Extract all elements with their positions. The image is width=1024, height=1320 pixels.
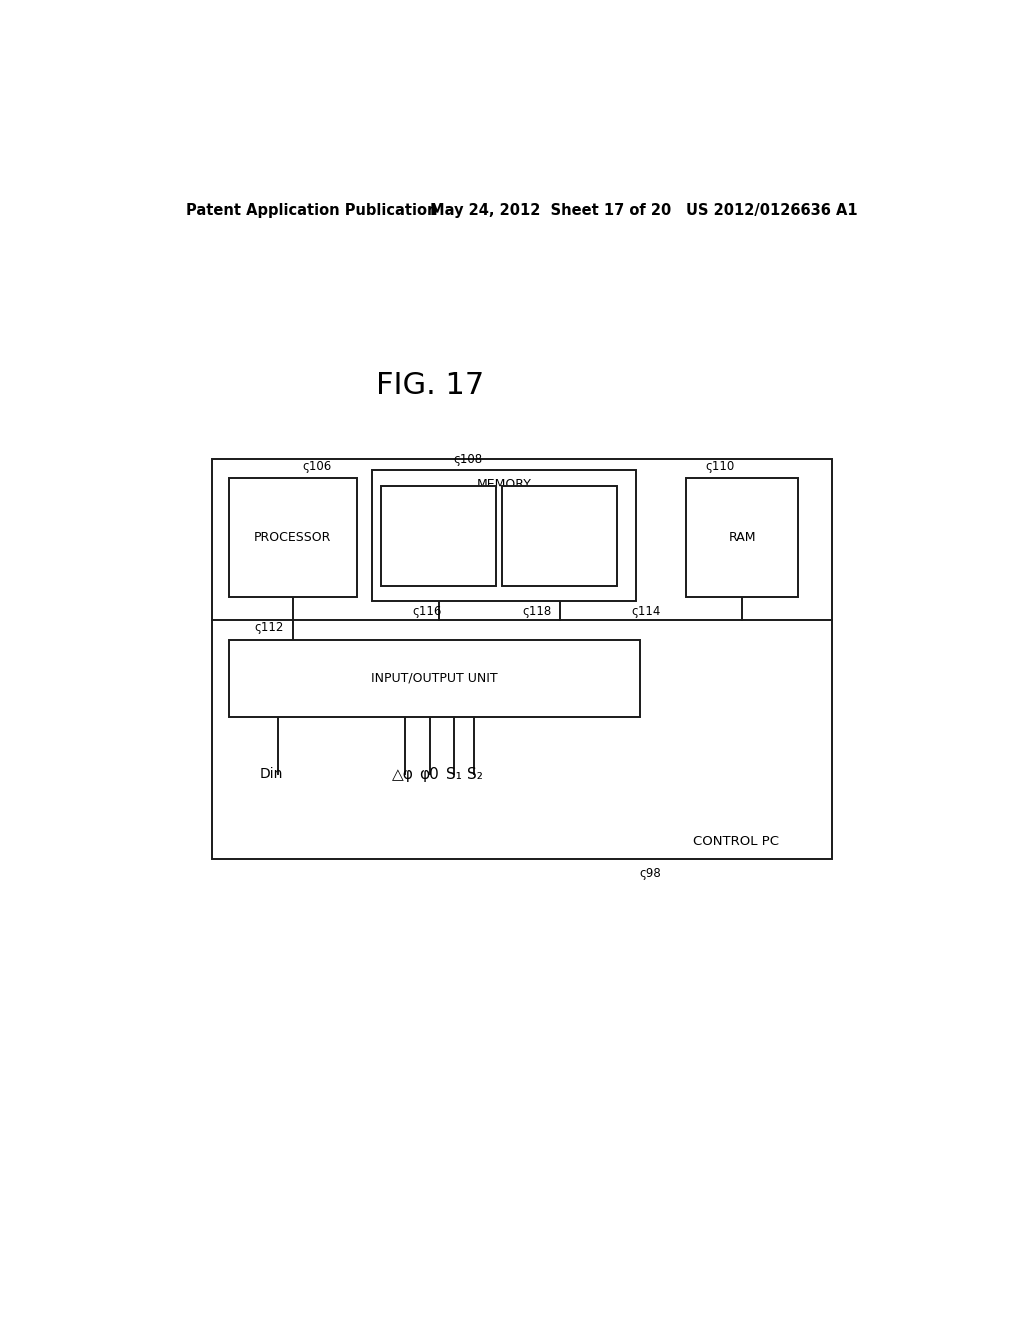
Text: US 2012/0126636 A1: US 2012/0126636 A1 — [686, 203, 858, 218]
Text: ς118: ς118 — [522, 605, 552, 618]
Bar — [686, 478, 799, 597]
Bar — [228, 478, 356, 597]
Bar — [228, 640, 640, 717]
Bar — [381, 486, 496, 586]
Text: ς108: ς108 — [454, 453, 482, 466]
Text: ς106: ς106 — [302, 459, 332, 473]
Text: ς112: ς112 — [254, 622, 284, 635]
Bar — [503, 486, 617, 586]
Bar — [372, 470, 636, 601]
Text: CONTROL PC: CONTROL PC — [693, 836, 779, 849]
Text: RAM: RAM — [728, 531, 756, 544]
Text: MEMORY: MEMORY — [476, 478, 531, 491]
Text: PROCESSOR: PROCESSOR — [254, 531, 332, 544]
Text: DATA STORAGE
UNIT: DATA STORAGE UNIT — [515, 521, 604, 549]
Text: ς98: ς98 — [640, 867, 662, 880]
Text: S₂: S₂ — [467, 767, 483, 781]
Text: ς114: ς114 — [631, 605, 660, 618]
Bar — [212, 459, 831, 859]
Text: φ0: φ0 — [419, 767, 438, 781]
Text: △φ: △φ — [392, 767, 414, 781]
Text: May 24, 2012  Sheet 17 of 20: May 24, 2012 Sheet 17 of 20 — [430, 203, 672, 218]
Text: ς116: ς116 — [413, 605, 441, 618]
Text: S₁: S₁ — [445, 767, 462, 781]
Text: ς110: ς110 — [706, 459, 734, 473]
Text: FIG. 17: FIG. 17 — [376, 371, 484, 400]
Text: INPUT/OUTPUT UNIT: INPUT/OUTPUT UNIT — [371, 672, 498, 685]
Text: PROGRAM
STORAGE UNIT: PROGRAM STORAGE UNIT — [395, 521, 482, 549]
Text: Din: Din — [260, 767, 283, 780]
Text: Patent Application Publication: Patent Application Publication — [186, 203, 437, 218]
